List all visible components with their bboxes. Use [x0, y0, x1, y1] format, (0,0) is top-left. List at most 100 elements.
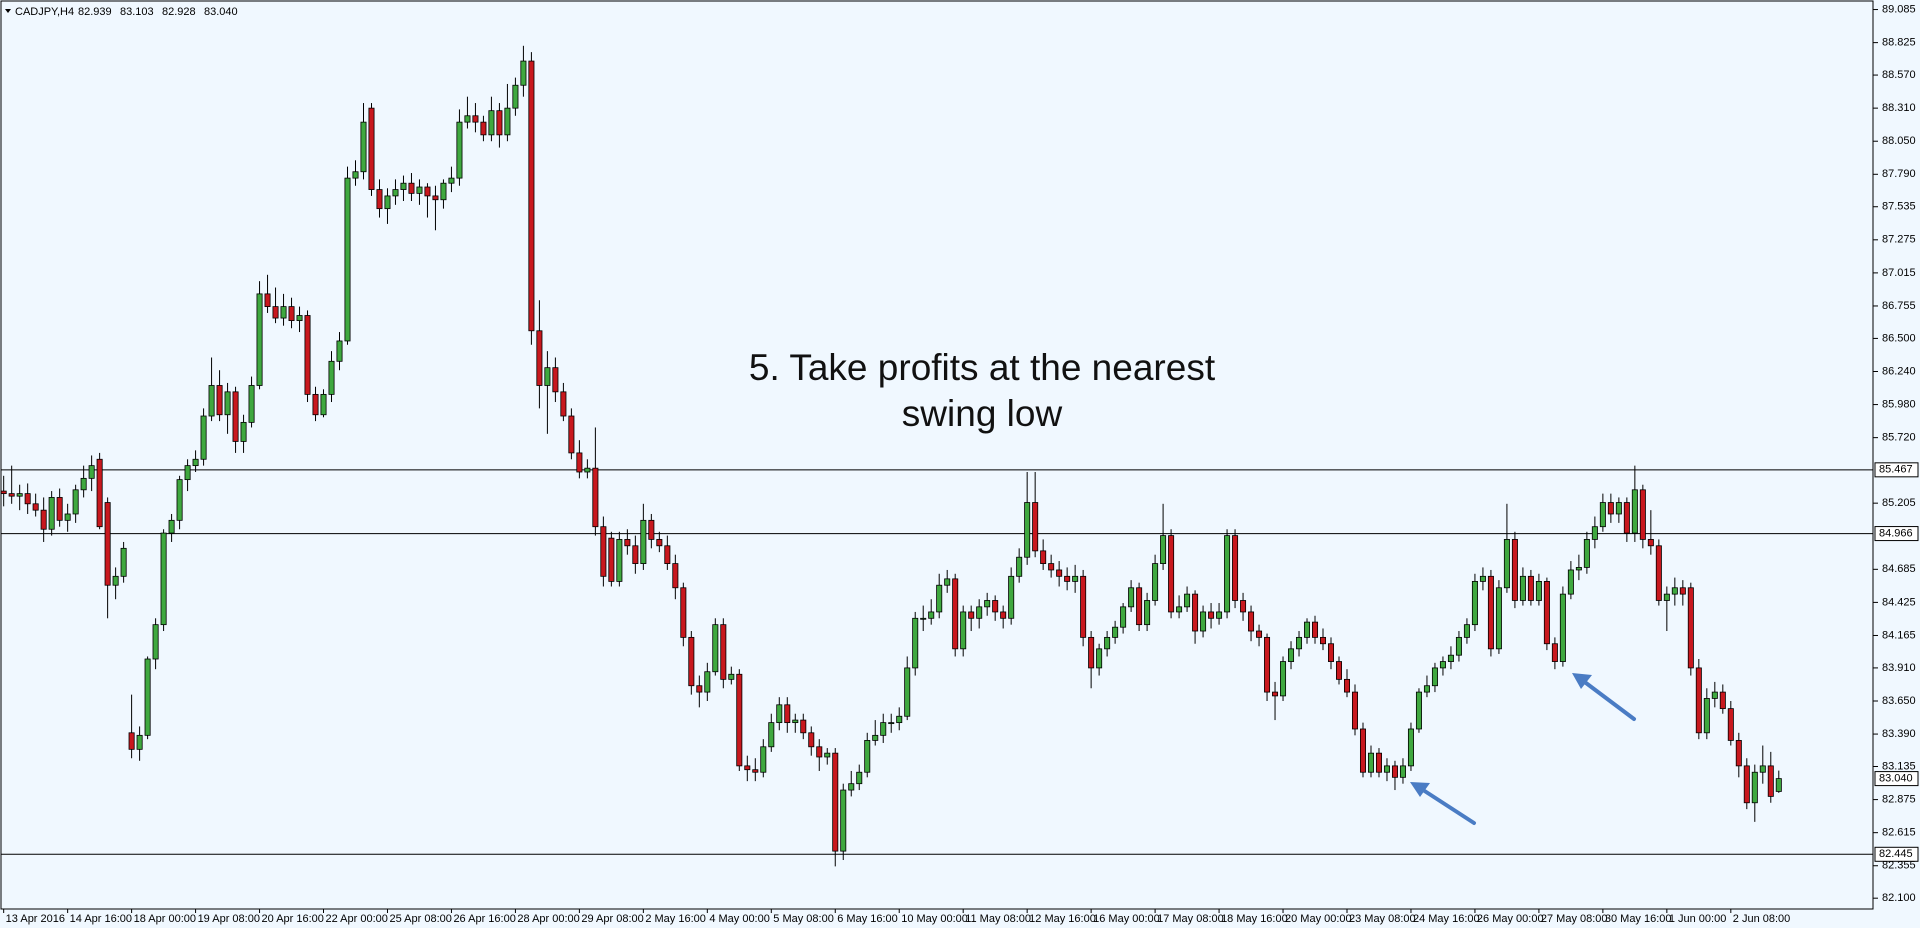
candle-body [744, 765, 751, 771]
y-tick-label: 88.050 [1882, 135, 1916, 147]
candle-body [1040, 550, 1047, 564]
candle-body [128, 732, 135, 750]
candle-body [1192, 593, 1199, 632]
y-tick-label: 87.015 [1882, 267, 1916, 279]
candle-body [72, 489, 79, 515]
candle-body [288, 306, 295, 321]
candle-body [1423, 685, 1430, 693]
candle-body [1328, 643, 1335, 662]
candle-body [1663, 593, 1670, 601]
candle-body [408, 182, 415, 194]
candle-body [1735, 740, 1742, 767]
candle-body [1240, 600, 1247, 613]
candle-body [136, 734, 143, 750]
arrow [1572, 673, 1636, 721]
candle-body [224, 391, 231, 416]
candle-body [184, 465, 191, 481]
candle-body [456, 121, 463, 179]
header-icon [5, 9, 11, 13]
candle-body [1703, 698, 1710, 734]
candle-body [512, 84, 519, 109]
candle-body [296, 315, 303, 321]
candle-body [1711, 691, 1718, 699]
level-label: 82.445 [1879, 848, 1913, 860]
candle-body [720, 624, 727, 680]
candle-body [88, 465, 95, 479]
candle-body [528, 60, 535, 332]
candle-body [520, 60, 527, 86]
candle-body [232, 391, 239, 442]
candle-body [800, 719, 807, 734]
x-tick-label: 26 May 00:00 [1477, 913, 1544, 925]
candle-body [1232, 535, 1239, 601]
plot-frame [0, 0, 1874, 910]
candle-body [280, 306, 287, 319]
x-tick-label: 4 May 00:00 [709, 913, 770, 925]
candle-body [576, 452, 583, 473]
candle-body [752, 769, 759, 773]
candle-body [1375, 752, 1382, 773]
candle-body [592, 467, 599, 528]
candle-body [368, 107, 375, 190]
candle-body [768, 722, 775, 748]
candle-body [912, 617, 919, 669]
candle-body [904, 667, 911, 717]
ohlc-label: 82.928 [162, 6, 196, 18]
y-tick-label: 88.825 [1882, 37, 1916, 49]
level-label: 84.966 [1879, 527, 1913, 539]
candle-body [1743, 765, 1750, 804]
candle-body [544, 367, 551, 386]
candle-body [1551, 643, 1558, 662]
x-tick-label: 28 Apr 00:00 [517, 913, 579, 925]
candle-body [1168, 535, 1175, 613]
x-tick-label: 12 May 16:00 [1029, 913, 1096, 925]
y-tick-label: 83.650 [1882, 695, 1916, 707]
x-tick-label: 26 Apr 16:00 [453, 913, 515, 925]
candle-body [1479, 575, 1486, 582]
candle-body [1759, 765, 1766, 773]
candle-body [624, 539, 631, 547]
candle-body [1495, 587, 1502, 650]
x-tick-label: 29 Apr 08:00 [581, 913, 643, 925]
candle-body [704, 671, 711, 693]
candle-body [1288, 648, 1295, 662]
y-tick-label: 88.310 [1882, 102, 1916, 114]
candle-body [840, 789, 847, 852]
candle-body [728, 673, 735, 680]
candle-body [1695, 667, 1702, 734]
candle-body [1583, 539, 1590, 568]
candle-body [1719, 691, 1726, 710]
x-tick-label: 6 May 16:00 [837, 913, 898, 925]
x-tick-label: 27 May 08:00 [1541, 913, 1608, 925]
candle-body [584, 467, 591, 473]
candle-body [608, 537, 615, 582]
y-tick-label: 83.910 [1882, 662, 1916, 674]
candle-body [1128, 587, 1135, 608]
candle-body [1575, 567, 1582, 571]
candle-body [208, 385, 215, 417]
candle-body [896, 715, 903, 724]
candle-body [312, 393, 319, 416]
candle-body [1048, 563, 1055, 571]
candle-body [1439, 661, 1446, 669]
y-tick-label: 85.205 [1882, 497, 1916, 509]
candle-body [432, 195, 439, 201]
candle-body [1519, 575, 1526, 601]
candle-body [648, 519, 655, 540]
candle-body [1359, 728, 1366, 773]
candle-body [48, 497, 55, 530]
candle-body [1184, 593, 1191, 608]
candle-body [688, 636, 695, 687]
candle-body [80, 477, 87, 491]
x-tick-label: 2 Jun 08:00 [1733, 913, 1791, 925]
candle-body [344, 177, 351, 342]
candle-body [984, 600, 991, 608]
current-price-label: 83.040 [1879, 773, 1913, 785]
candle-body [1559, 593, 1566, 662]
candle-body [1615, 502, 1622, 515]
candle-body [1280, 661, 1287, 697]
candle-body [256, 293, 263, 386]
candle-body [120, 547, 127, 577]
candle-body [1367, 752, 1374, 773]
